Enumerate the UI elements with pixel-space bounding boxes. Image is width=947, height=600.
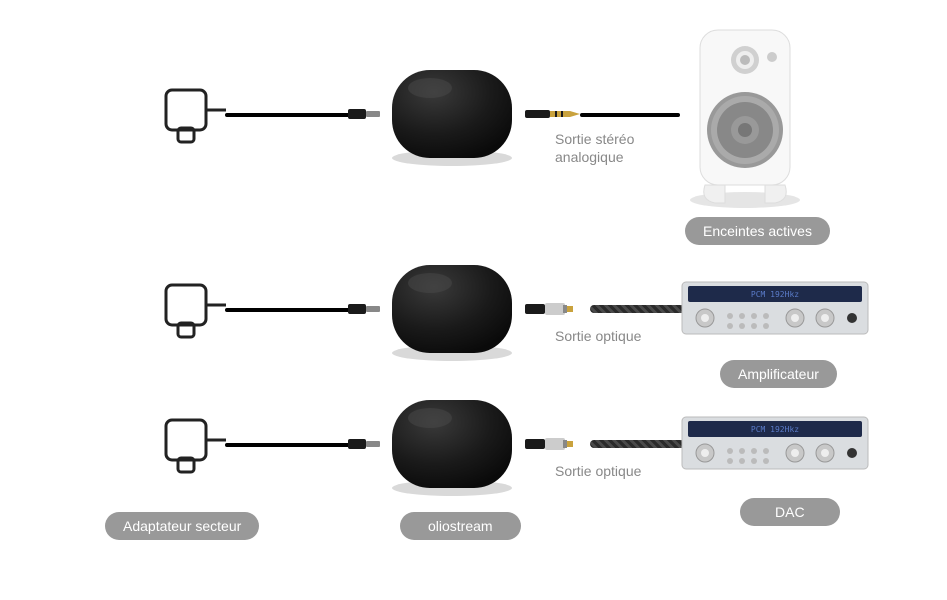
- adapter-icon-1: [160, 80, 230, 150]
- optical-plug-2: [525, 301, 595, 317]
- speaker-device: [670, 15, 820, 215]
- badge-dac: DAC: [740, 498, 840, 526]
- audio-cable-1: [580, 113, 680, 117]
- badge-speaker: Enceintes actives: [685, 217, 830, 245]
- amplifier-device: PCM 192Hkz: [680, 280, 870, 340]
- badge-streamer: oliostream: [400, 512, 521, 540]
- streamer-device-2: [380, 255, 525, 365]
- adapter-icon-3: [160, 410, 230, 480]
- output-label-1: Sortie stéréo analogique: [555, 130, 634, 166]
- usb-cable-2: [225, 308, 355, 312]
- jack-plug-1: [525, 107, 585, 121]
- optical-cable-2: [590, 305, 685, 313]
- badge-adapter: Adaptateur secteur: [105, 512, 259, 540]
- dac-device: PCM 192Hkz: [680, 415, 870, 475]
- usb-cable-3: [225, 443, 355, 447]
- connection-row-1: Sortie stéréo analogique: [0, 25, 947, 205]
- output-label-3: Sortie optique: [555, 462, 641, 480]
- usb-plug-2: [348, 302, 382, 316]
- output-label-2: Sortie optique: [555, 327, 641, 345]
- svg-text:PCM 192Hkz: PCM 192Hkz: [751, 425, 799, 434]
- streamer-device-3: [380, 390, 525, 500]
- usb-plug-3: [348, 437, 382, 451]
- optical-plug-3: [525, 436, 595, 452]
- usb-plug-1: [348, 107, 382, 121]
- streamer-device-1: [380, 60, 525, 170]
- svg-text:PCM 192Hkz: PCM 192Hkz: [751, 290, 799, 299]
- usb-cable-1: [225, 113, 355, 117]
- adapter-icon-2: [160, 275, 230, 345]
- optical-cable-3: [590, 440, 685, 448]
